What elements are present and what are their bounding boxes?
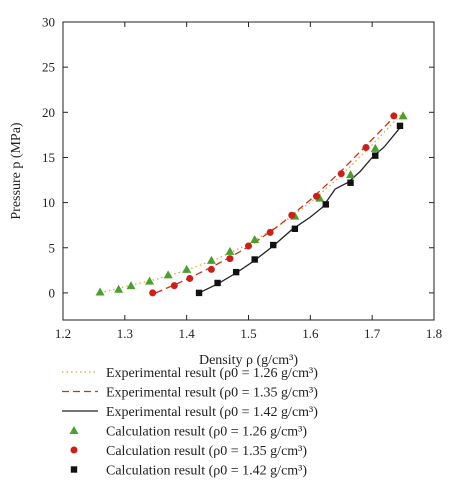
legend-item: Experimental result (ρ0 = 1.35 g/cm³) (62, 386, 318, 401)
data-point (207, 265, 215, 273)
data-point (398, 111, 408, 120)
legend-item: Calculation result (ρ0 = 1.35 g/cm³) (70, 444, 307, 459)
data-point (149, 289, 157, 297)
series-layer (95, 111, 408, 297)
data-point (396, 122, 404, 130)
data-point (390, 112, 398, 120)
x-tick-label: 1.4 (179, 326, 196, 341)
series-2 (155, 113, 398, 294)
series-1 (99, 111, 404, 294)
legend-item: Calculation result (ρ0 = 1.42 g/cm³) (70, 464, 307, 479)
y-tick-label: 10 (42, 195, 55, 210)
x-tick-label: 1.8 (426, 326, 442, 341)
data-point (225, 246, 235, 255)
data-point (95, 287, 105, 296)
data-point (126, 281, 136, 290)
legend-label: Calculation result (ρ0 = 1.26 g/cm³) (106, 425, 307, 440)
x-tick-label: 1.3 (117, 326, 133, 341)
data-point (372, 152, 379, 159)
data-point (362, 144, 370, 152)
data-point (232, 268, 240, 276)
legend-label: Calculation result (ρ0 = 1.35 g/cm³) (106, 444, 307, 459)
x-tick-label: 1.7 (364, 326, 381, 341)
legend-label: Experimental result (ρ0 = 1.35 g/cm³) (106, 386, 318, 401)
x-tick-label: 1.6 (302, 326, 319, 341)
series-line (155, 113, 398, 294)
data-point (145, 276, 155, 285)
legend-swatch (70, 446, 78, 454)
x-tick-label: 1.2 (55, 326, 71, 341)
legend-label: Experimental result (ρ0 = 1.26 g/cm³) (106, 366, 318, 381)
legend-label: Calculation result (ρ0 = 1.42 g/cm³) (106, 464, 307, 479)
data-point (291, 225, 299, 232)
data-point (288, 211, 296, 219)
plot-frame (62, 21, 435, 321)
series-3 (198, 127, 401, 294)
legend-swatch (70, 466, 78, 473)
series-5 (149, 112, 398, 297)
y-tick-label: 5 (49, 240, 56, 255)
legend: Experimental result (ρ0 = 1.26 g/cm³) Exp… (62, 366, 318, 479)
data-point (182, 264, 192, 273)
data-point (214, 279, 221, 287)
data-point (322, 201, 329, 208)
data-point (250, 235, 260, 244)
data-point (270, 241, 277, 249)
y-axis-title: Pressure p (MPa) (9, 122, 24, 220)
data-point (206, 255, 216, 264)
legend-item: Calculation result (ρ0 = 1.26 g/cm³) (69, 425, 307, 440)
y-tick-label: 0 (49, 285, 56, 300)
legend-item: Experimental result (ρ0 = 1.26 g/cm³) (62, 366, 318, 381)
data-point (226, 255, 234, 263)
data-point (370, 143, 380, 152)
series-4 (95, 111, 408, 296)
data-point (251, 256, 258, 263)
data-point (266, 228, 274, 236)
series-line (99, 111, 404, 294)
data-point (337, 170, 345, 178)
data-point (114, 284, 124, 293)
y-axis-ticks: 0 5 10 15 20 25 30 (42, 15, 434, 300)
legend-item: Experimental result (ρ0 = 1.42 g/cm³) (62, 405, 318, 420)
data-point (313, 192, 321, 200)
data-point (347, 179, 354, 186)
data-point (170, 282, 178, 290)
series-line (198, 127, 401, 294)
legend-label: Experimental result (ρ0 = 1.42 g/cm³) (106, 405, 318, 420)
y-tick-label: 15 (42, 150, 55, 165)
y-tick-label: 20 (42, 105, 55, 120)
data-point (195, 289, 203, 297)
x-axis-title: Density ρ (g/cm³) (199, 353, 298, 368)
plot-border (62, 21, 435, 321)
y-tick-label: 30 (42, 15, 55, 30)
x-axis-ticks: 1.2 1.3 1.4 1.5 1.6 1.7 1.8 (55, 22, 442, 341)
legend-swatch (69, 426, 79, 434)
data-point (245, 242, 252, 250)
series-6 (195, 122, 404, 297)
data-point (346, 170, 356, 179)
x-tick-label: 1.5 (240, 326, 256, 341)
data-point (186, 274, 194, 282)
data-point (163, 270, 173, 279)
y-tick-label: 25 (42, 60, 55, 75)
